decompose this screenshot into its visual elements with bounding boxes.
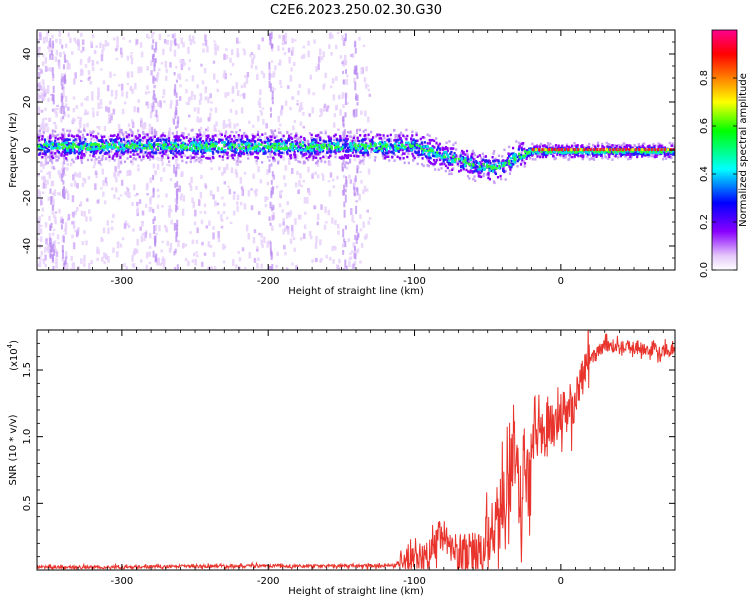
colorbar: 0.0 0.2 0.4 0.6 0.8 Normalized spectral ampl…	[699, 29, 749, 278]
snr-axes: -300 -200 -100 0 0.5 1.0 1.5	[22, 330, 675, 587]
colorbar-gradient	[711, 29, 738, 271]
snr-ytick-label: 1.0	[22, 429, 33, 445]
spectrogram-image	[37, 31, 675, 270]
colorbar-ticks: 0.0 0.2 0.4 0.6 0.8	[699, 70, 737, 278]
snr-ylabel: SNR (10 * v/v)	[8, 414, 19, 485]
colorbar-tick-label: 0.4	[699, 166, 710, 182]
snr-xtick-label: -200	[257, 576, 280, 587]
snr-scale-exponent: 4	[6, 343, 14, 348]
spectrogram-ytick-label: 40	[22, 48, 33, 61]
snr-ytick-label: 1.5	[22, 362, 33, 378]
colorbar-tick-label: 0.6	[699, 118, 710, 134]
snr-scale-label: (x104)	[6, 340, 20, 371]
spectrogram-ytick-label: -40	[22, 238, 33, 254]
colorbar-tick-label: 0.0	[699, 262, 710, 278]
spectrogram-xtick-label: 0	[558, 276, 564, 287]
spectrogram-xtick-label: -300	[111, 276, 134, 287]
snr-plot-area	[37, 330, 675, 570]
snr-panel: -300 -200 -100 0 0.5 1.0 1.5 Height of straigh…	[6, 329, 676, 597]
spectrogram-band	[37, 128, 675, 185]
snr-scale-text: (x10	[9, 348, 20, 371]
spectrogram-ytick-label: 20	[22, 96, 33, 109]
spectrogram-xtick-label: -200	[257, 276, 280, 287]
spectrogram-ytick-label: 0	[22, 147, 33, 153]
spectrogram-ylabel: Frequency (Hz)	[8, 112, 19, 188]
snr-xtick-label: -100	[403, 576, 426, 587]
snr-xtick-label: 0	[558, 576, 564, 587]
snr-xtick-label: -300	[111, 576, 134, 587]
spectrogram-xtick-label: -100	[403, 276, 426, 287]
spectrogram-xlabel: Height of straight line (km)	[288, 286, 424, 297]
colorbar-tick-label: 0.8	[699, 70, 710, 86]
snr-ytick-label: 0.5	[22, 495, 33, 511]
figure-title: C2E6.2023.250.02.30.G30	[270, 3, 442, 18]
colorbar-label: Normalized spectral amplitude	[738, 73, 749, 227]
snr-xlabel: Height of straight line (km)	[288, 586, 424, 597]
spectrogram-ytick-label: -20	[22, 190, 33, 206]
colorbar-tick-label: 0.2	[699, 214, 710, 230]
